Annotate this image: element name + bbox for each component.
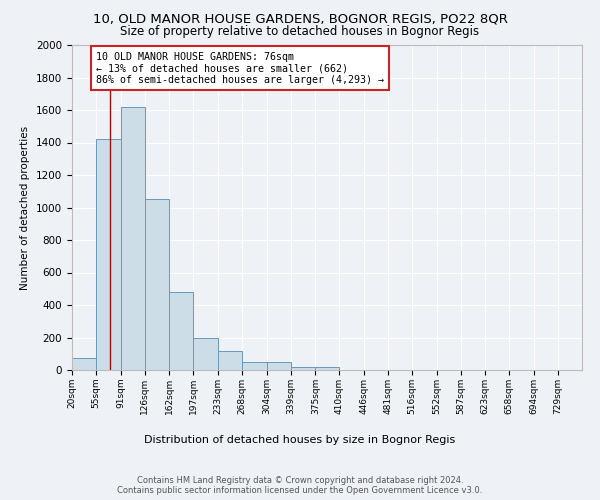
Bar xyxy=(266,362,290,370)
Bar xyxy=(193,338,218,370)
Text: Contains HM Land Registry data © Crown copyright and database right 2024.
Contai: Contains HM Land Registry data © Crown c… xyxy=(118,476,482,495)
Bar xyxy=(145,200,169,370)
Bar xyxy=(169,292,193,370)
Text: Size of property relative to detached houses in Bognor Regis: Size of property relative to detached ho… xyxy=(121,25,479,38)
Bar xyxy=(72,358,96,370)
Bar xyxy=(121,107,145,370)
Bar xyxy=(242,362,266,370)
Bar xyxy=(218,350,242,370)
Bar xyxy=(316,367,340,370)
Bar xyxy=(96,139,121,370)
Y-axis label: Number of detached properties: Number of detached properties xyxy=(20,126,31,290)
Bar xyxy=(290,367,316,370)
Text: 10, OLD MANOR HOUSE GARDENS, BOGNOR REGIS, PO22 8QR: 10, OLD MANOR HOUSE GARDENS, BOGNOR REGI… xyxy=(92,12,508,26)
Text: Distribution of detached houses by size in Bognor Regis: Distribution of detached houses by size … xyxy=(145,435,455,445)
Text: 10 OLD MANOR HOUSE GARDENS: 76sqm
← 13% of detached houses are smaller (662)
86%: 10 OLD MANOR HOUSE GARDENS: 76sqm ← 13% … xyxy=(96,52,384,84)
